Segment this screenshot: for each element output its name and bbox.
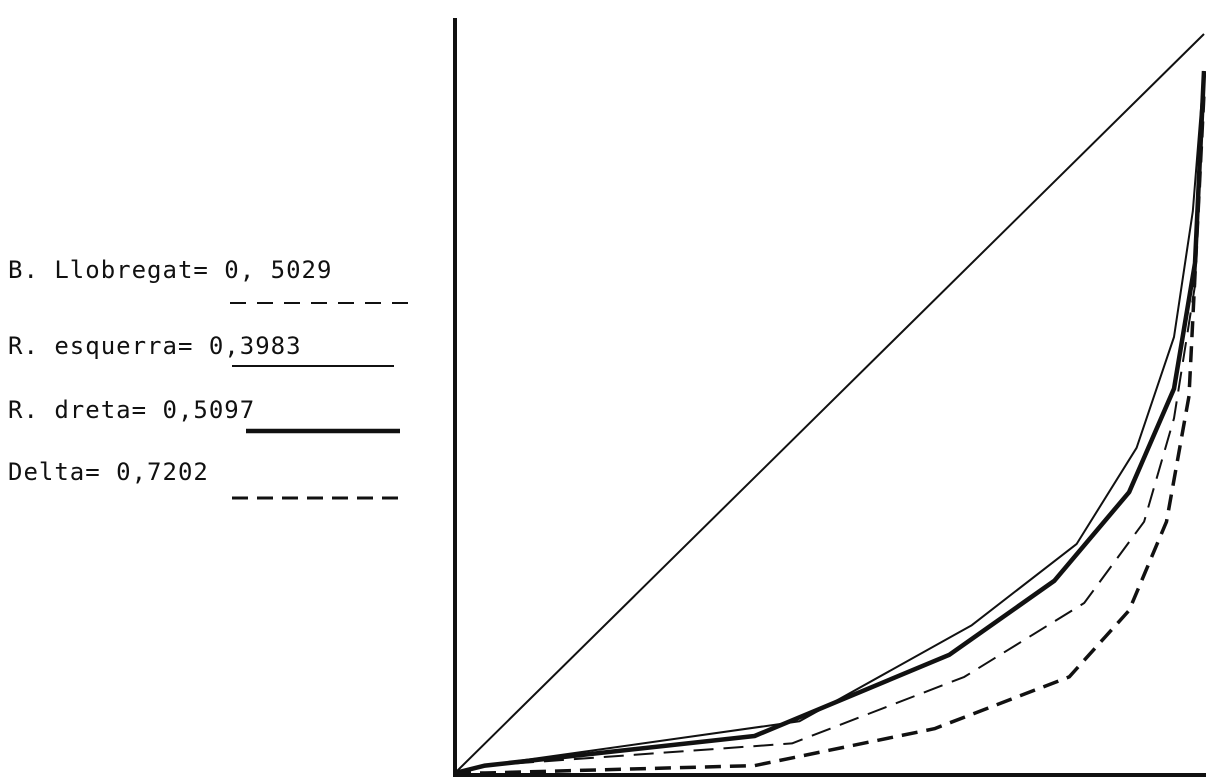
- series-line-3: [455, 93, 1206, 775]
- series-line-1: [454, 70, 1205, 774]
- legend-label-r-esquerra: R. esquerra= 0,3983: [8, 332, 302, 360]
- legend-entry-r-esquerra: R. esquerra= 0,3983: [8, 332, 394, 367]
- series-line-2: [454, 70, 1206, 776]
- axes: [453, 18, 1206, 777]
- legend: B. Llobregat= 0, 5029 R. esquerra= 0,398…: [8, 256, 412, 500]
- legend-entry-b-llobregat: B. Llobregat= 0, 5029: [8, 256, 412, 304]
- plot-lines: [454, 33, 1206, 776]
- legend-label-b-llobregat: B. Llobregat= 0, 5029: [8, 256, 332, 284]
- series-line-0: [454, 78, 1205, 774]
- legend-entry-delta: Delta= 0,7202: [8, 458, 406, 500]
- legend-label-delta: Delta= 0,7202: [8, 458, 209, 486]
- legend-label-r-dreta: R. dreta= 0,5097: [8, 396, 255, 424]
- legend-entry-r-dreta: R. dreta= 0,5097: [8, 396, 400, 434]
- equality-diagonal-line: [454, 33, 1205, 774]
